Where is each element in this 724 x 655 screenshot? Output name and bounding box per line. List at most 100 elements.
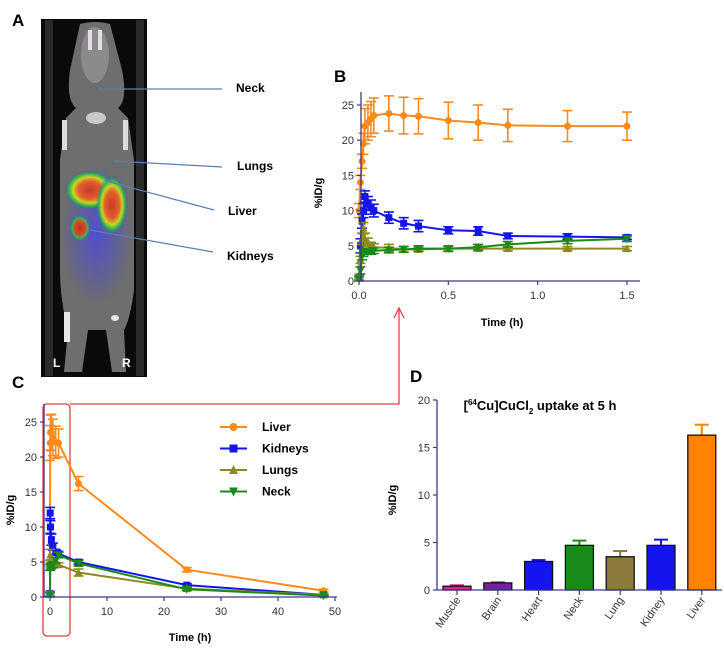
- y-tick-label: 20: [25, 452, 37, 464]
- data-point: [503, 240, 512, 249]
- y-tick-label: 10: [342, 206, 354, 218]
- data-point: [74, 559, 83, 568]
- data-point: [504, 232, 512, 240]
- series-neck: [45, 551, 329, 601]
- data-point: [364, 200, 372, 208]
- data-point: [369, 247, 378, 256]
- data-point: [54, 551, 63, 560]
- bar: [646, 544, 676, 591]
- chart-b: 0 5 10 15 20 25 0.0 0.5 1.0 1.5 Time (h) %ID/g: [313, 92, 640, 329]
- y-tick-label: 15: [25, 487, 37, 499]
- x-axis-title: Time (h): [169, 632, 212, 644]
- data-point: [385, 214, 393, 222]
- x-tick-label: Lung: [603, 595, 627, 622]
- bar: [605, 556, 635, 591]
- bar: [687, 434, 717, 591]
- y-tick-label: 0: [31, 592, 37, 604]
- organ-label-liver: Liver: [228, 204, 257, 218]
- data-point: [49, 543, 57, 551]
- pointer-line-liver: [105, 180, 215, 211]
- x-tick-label: 50: [329, 606, 341, 618]
- data-point: [51, 557, 60, 566]
- data-point: [474, 243, 483, 252]
- series-line: [358, 192, 628, 278]
- x-tick-label: 0.0: [351, 290, 366, 302]
- chart-title: [64Cu]CuCl2 uptake at 5 h: [464, 398, 617, 416]
- panel-letter-a: A: [12, 11, 24, 30]
- data-point: [414, 222, 422, 230]
- data-point: [444, 245, 453, 254]
- bar-kidney: [646, 538, 676, 591]
- pointer-line-kidneys: [89, 229, 214, 253]
- data-point: [444, 116, 452, 124]
- y-tick-label: 10: [418, 490, 430, 502]
- data-point: [46, 591, 54, 600]
- data-point: [74, 568, 83, 576]
- y-tick-label: 10: [25, 522, 37, 534]
- data-point: [623, 235, 631, 244]
- bar: [483, 582, 513, 591]
- data-point: [229, 444, 238, 453]
- data-point: [46, 509, 54, 517]
- data-point: [358, 217, 366, 225]
- x-tick-label: 40: [272, 606, 284, 618]
- x-tick-label: 1.0: [530, 290, 545, 302]
- y-axis-title: %ID/g: [313, 178, 325, 209]
- data-point: [75, 480, 82, 488]
- series-line: [358, 237, 628, 280]
- legend-item-kidneys: Kidneys: [220, 442, 309, 456]
- data-point: [623, 244, 631, 253]
- x-tick-label: 30: [215, 606, 227, 618]
- panel-a: A L R Neck Lungs Liver Kidneys: [12, 11, 274, 377]
- data-point: [370, 207, 378, 215]
- y-tick-label: 25: [342, 100, 354, 112]
- panel-letter-c: C: [12, 373, 24, 392]
- series-neck: [354, 235, 632, 284]
- y-axis-title: %ID/g: [387, 485, 399, 516]
- x-tick-label: 10: [101, 606, 113, 618]
- pointer-line-lungs: [112, 160, 223, 168]
- series-line: [358, 112, 627, 211]
- x-tick-label: Heart: [520, 595, 545, 624]
- y-tick-label: 15: [418, 443, 430, 455]
- legend-label: Liver: [262, 420, 291, 434]
- data-point: [444, 226, 452, 234]
- zoom-box: [42, 403, 71, 637]
- data-point: [47, 536, 55, 544]
- chart-c: 0 5 10 15 20 25 0 10 20 30 40 50 Time (h) %ID/g Liver K…: [5, 404, 341, 644]
- data-point: [399, 245, 408, 254]
- data-point: [400, 112, 408, 120]
- x-axis-title: Time (h): [481, 317, 524, 329]
- y-tick-label: 5: [31, 557, 37, 569]
- legend-label: Neck: [262, 485, 291, 499]
- data-point: [400, 219, 408, 227]
- zoom-connector-line: [70, 310, 400, 405]
- orientation-left: L: [53, 356, 60, 370]
- data-point: [563, 244, 572, 253]
- x-tick-label: 0: [47, 606, 53, 618]
- data-point: [414, 245, 423, 254]
- series-liver: [354, 95, 632, 219]
- bar-muscle: [442, 584, 472, 591]
- legend-label: Kidneys: [262, 442, 309, 456]
- series-lungs: [354, 221, 632, 281]
- data-point: [474, 227, 482, 235]
- bar: [523, 560, 554, 591]
- panel-letter-b: B: [334, 67, 346, 86]
- x-tick-label: 0.5: [441, 290, 456, 302]
- x-tick-label: Muscle: [434, 595, 464, 630]
- data-point: [564, 122, 572, 130]
- data-point: [623, 122, 631, 130]
- x-tick-label: 20: [158, 606, 170, 618]
- data-point: [564, 233, 572, 241]
- data-point: [229, 487, 238, 497]
- data-point: [54, 560, 63, 569]
- bar: [564, 544, 595, 591]
- y-tick-label: 25: [25, 417, 37, 429]
- y-tick-label: 15: [342, 170, 354, 182]
- bar-neck: [564, 539, 595, 591]
- y-tick-label: 20: [418, 395, 430, 407]
- data-point: [55, 439, 63, 447]
- legend-item-neck: Neck: [220, 485, 291, 499]
- data-point: [358, 157, 366, 165]
